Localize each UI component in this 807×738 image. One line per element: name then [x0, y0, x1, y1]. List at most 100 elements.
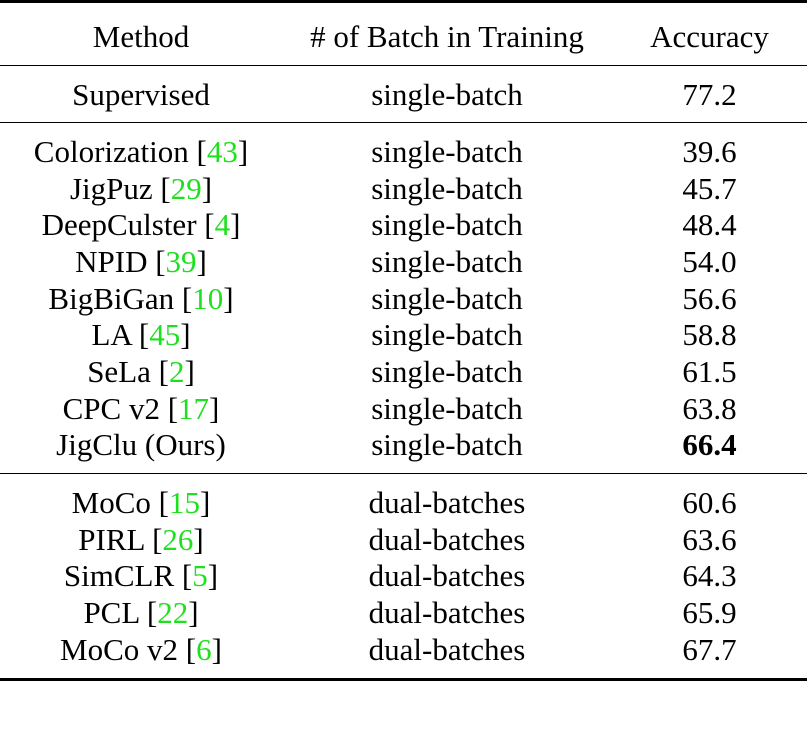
citation-bracket-close: ]	[196, 243, 207, 279]
method-name: MoCo v2	[60, 631, 179, 667]
bottom-rule	[0, 678, 807, 682]
batch-cell: single-batch	[371, 133, 523, 169]
method-cell: Supervised	[72, 76, 210, 112]
citation-bracket-close: ]	[211, 631, 222, 667]
method-name: PIRL	[78, 521, 145, 557]
citation-bracket-close: ]	[188, 595, 199, 631]
method-name: PCL	[83, 595, 140, 631]
citation-bracket-open: [	[147, 243, 166, 279]
method-cell: PCL [22]	[0, 594, 282, 631]
method-cell: JigPuz [29]	[0, 170, 282, 207]
batch-cell: dual-batches	[368, 558, 526, 594]
table-row: JigPuz [29] single-batch 45.7	[0, 170, 807, 207]
citation-bracket-open: [	[174, 280, 193, 316]
method-cell: DeepCulster [4]	[0, 206, 282, 243]
accuracy-cell: 54.0	[682, 243, 737, 279]
citation-link[interactable]: 43	[206, 133, 238, 169]
citation-link[interactable]: 39	[165, 243, 197, 279]
table-row: MoCo v2 [6] dual-batches 67.7	[0, 631, 807, 679]
batch-cell: single-batch	[371, 353, 523, 389]
method-name: LA	[91, 317, 132, 353]
accuracy-cell: 65.9	[682, 595, 737, 631]
citation-link[interactable]: 17	[178, 390, 210, 426]
citation-bracket-open: [	[196, 207, 215, 243]
accuracy-cell: 64.3	[682, 558, 737, 594]
accuracy-cell: 60.6	[682, 485, 737, 521]
group-rule-2	[0, 473, 807, 475]
accuracy-cell: 63.8	[682, 390, 737, 426]
method-cell: SimCLR [5]	[0, 558, 282, 595]
citation-bracket-close: ]	[193, 521, 204, 557]
citation-bracket-open: [	[152, 170, 171, 206]
citation-link[interactable]: 26	[162, 521, 194, 557]
table-row: PIRL [26] dual-batches 63.6	[0, 521, 807, 558]
accuracy-cell: 56.6	[682, 280, 737, 316]
batch-cell: single-batch	[371, 243, 523, 279]
citation-link[interactable]: 29	[170, 170, 202, 206]
citation-bracket-open: [	[139, 595, 158, 631]
method-cell: MoCo v2 [6]	[0, 631, 282, 679]
method-name: MoCo	[71, 485, 151, 521]
accuracy-cell: 39.6	[682, 133, 737, 169]
citation-bracket-close: ]	[209, 390, 220, 426]
header-method: Method	[92, 18, 190, 54]
table-row: DeepCulster [4] single-batch 48.4	[0, 206, 807, 243]
citation-bracket-open: [	[188, 133, 207, 169]
citation-bracket-close: ]	[230, 207, 241, 243]
citation-bracket-close: ]	[223, 280, 234, 316]
group-rule-1	[0, 122, 807, 123]
citation-link[interactable]: 2	[168, 353, 185, 389]
batch-cell: dual-batches	[368, 521, 526, 557]
accuracy-cell: 58.8	[682, 317, 737, 353]
method-name: JigPuz	[69, 170, 153, 206]
batch-cell: single-batch	[371, 317, 523, 353]
table-row: SimCLR [5] dual-batches 64.3	[0, 558, 807, 595]
results-table: Method # of Batch in Training Accuracy S…	[0, 0, 807, 682]
accuracy-cell: 61.5	[682, 353, 737, 389]
table-row: LA [45] single-batch 58.8	[0, 316, 807, 353]
citation-link[interactable]: 4	[214, 207, 231, 243]
citation-bracket-open: [	[174, 558, 193, 594]
citation-bracket-close: ]	[200, 485, 211, 521]
header-batch: # of Batch in Training	[310, 18, 584, 54]
citation-link[interactable]: 22	[157, 595, 189, 631]
method-cell: PIRL [26]	[0, 521, 282, 558]
citation-bracket-close: ]	[184, 353, 195, 389]
method-cell: NPID [39]	[0, 243, 282, 280]
citation-bracket-close: ]	[180, 317, 191, 353]
batch-cell: dual-batches	[368, 631, 526, 667]
accuracy-cell: 66.4	[682, 427, 737, 463]
accuracy-cell: 67.7	[682, 631, 737, 667]
batch-cell: single-batch	[371, 76, 523, 112]
method-name: NPID	[75, 243, 148, 279]
citation-bracket-open: [	[131, 317, 150, 353]
citation-bracket-open: [	[150, 353, 169, 389]
method-cell: Colorization [43]	[0, 123, 282, 170]
method-cell: BigBiGan [10]	[0, 280, 282, 317]
method-name: BigBiGan	[48, 280, 175, 316]
accuracy-cell: 45.7	[682, 170, 737, 206]
table-row: NPID [39] single-batch 54.0	[0, 243, 807, 280]
accuracy-cell: 77.2	[682, 76, 737, 112]
method-cell: CPC v2 [17]	[0, 390, 282, 427]
citation-link[interactable]: 45	[149, 317, 181, 353]
table-row: SeLa [2] single-batch 61.5	[0, 353, 807, 390]
citation-link[interactable]: 6	[196, 631, 212, 667]
accuracy-cell: 63.6	[682, 521, 737, 557]
method-name: Colorization	[33, 133, 189, 169]
citation-link[interactable]: 10	[192, 280, 224, 316]
header-rule	[0, 65, 807, 66]
method-cell: SeLa [2]	[0, 353, 282, 390]
batch-cell: single-batch	[371, 427, 523, 463]
table-row: CPC v2 [17] single-batch 63.8	[0, 390, 807, 427]
citation-link[interactable]: 15	[169, 485, 200, 521]
table-row: PCL [22] dual-batches 65.9	[0, 594, 807, 631]
method-name: SimCLR	[63, 558, 175, 594]
citation-bracket-open: [	[144, 521, 163, 557]
citation-link[interactable]: 5	[192, 558, 208, 594]
method-name: JigClu (Ours)	[56, 427, 226, 463]
table-row: MoCo [15] dual-batches 60.6	[0, 474, 807, 521]
batch-cell: single-batch	[371, 280, 523, 316]
method-cell: LA [45]	[0, 316, 282, 353]
